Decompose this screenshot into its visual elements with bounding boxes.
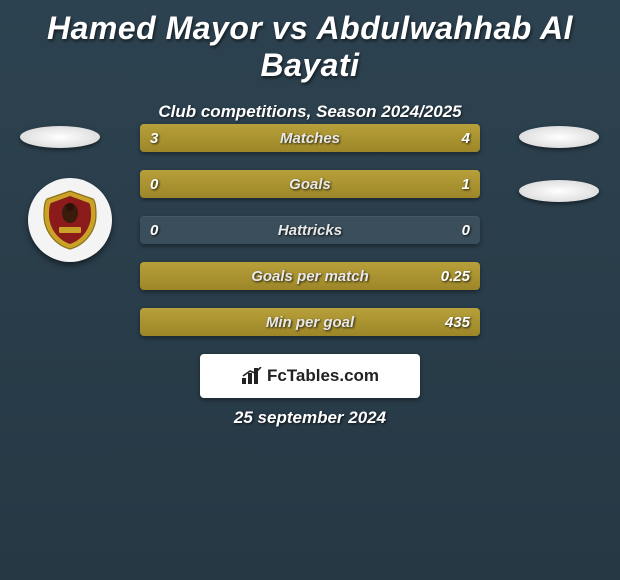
stat-value-left: 3 xyxy=(150,124,158,152)
stat-value-right: 1 xyxy=(462,170,470,198)
stat-value-right: 435 xyxy=(445,308,470,336)
update-date: 25 september 2024 xyxy=(0,408,620,428)
stat-row: 3 Matches 4 xyxy=(140,124,480,152)
stat-row: Min per goal 435 xyxy=(140,308,480,336)
stats-bars: 3 Matches 4 0 Goals 1 0 Hattricks 0 Goal… xyxy=(140,124,480,354)
stat-value-right: 0 xyxy=(462,216,470,244)
stat-label: Goals per match xyxy=(140,262,480,290)
stat-value-left: 0 xyxy=(150,216,158,244)
stat-value-left: 0 xyxy=(150,170,158,198)
player2-club-placeholder xyxy=(519,180,599,202)
player2-flag-placeholder xyxy=(519,126,599,148)
stat-label: Matches xyxy=(140,124,480,152)
fctables-label: FcTables.com xyxy=(267,366,379,386)
bars-icon xyxy=(241,367,263,385)
page-subtitle: Club competitions, Season 2024/2025 xyxy=(0,102,620,122)
stat-label: Min per goal xyxy=(140,308,480,336)
stat-row: 0 Hattricks 0 xyxy=(140,216,480,244)
stat-label: Hattricks xyxy=(140,216,480,244)
stat-value-right: 0.25 xyxy=(441,262,470,290)
stat-label: Goals xyxy=(140,170,480,198)
stat-value-right: 4 xyxy=(462,124,470,152)
player1-club-logo xyxy=(28,178,112,262)
page-title: Hamed Mayor vs Abdulwahhab Al Bayati xyxy=(0,0,620,84)
fctables-link[interactable]: FcTables.com xyxy=(200,354,420,398)
stat-row: Goals per match 0.25 xyxy=(140,262,480,290)
stat-row: 0 Goals 1 xyxy=(140,170,480,198)
club-shield-icon xyxy=(41,189,99,251)
player1-flag-placeholder xyxy=(20,126,100,148)
